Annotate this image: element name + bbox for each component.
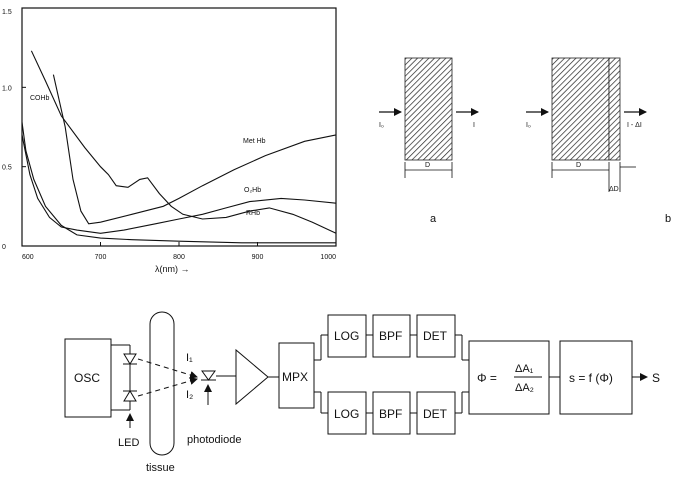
y-tick-label: 1.5 — [2, 9, 12, 16]
slab-increment — [608, 57, 621, 161]
output-label: S — [652, 371, 660, 385]
transmitted-intensity-label: I — [473, 122, 475, 129]
light-path-upper — [137, 358, 198, 379]
function-label: s = f (Φ) — [569, 371, 613, 385]
function-block — [559, 340, 633, 415]
series-line-met-hb — [30, 50, 337, 234]
mpx-label: MPX — [282, 370, 308, 384]
x-tick-label: 1000 — [320, 254, 336, 261]
series-group — [21, 50, 337, 244]
led-upper-icon — [123, 353, 137, 365]
y-tick-label: 0.5 — [2, 165, 12, 172]
y-tick-label: 0 — [2, 244, 6, 251]
x-axis-label: λ(nm) → — [155, 264, 190, 274]
curve-label-cohb: COHb — [30, 95, 50, 102]
thickness-label: D — [425, 162, 430, 169]
tick-labels: 600 700 800 900 1000 0 0.5 1.0 1.5 — [2, 9, 336, 261]
det-block-upper — [416, 314, 456, 358]
curve-label-rhb: RHb — [246, 210, 260, 217]
ratio-block — [468, 340, 550, 415]
x-tick-label: 800 — [173, 254, 185, 261]
ratio-numerator: ΔA₁ — [515, 363, 534, 375]
led-lower-icon — [123, 390, 137, 402]
ratio-denominator: ΔA₂ — [515, 382, 534, 394]
panel-label-a: a — [430, 213, 437, 225]
bpf-block-lower — [372, 391, 411, 435]
panel-label-b: b — [665, 213, 671, 225]
slab-diagram-b: I₀ I - ΔI D ΔD b — [526, 57, 671, 225]
light-path-lower — [137, 377, 198, 397]
photodiode-icon — [201, 370, 216, 381]
thickness-label: D — [576, 162, 581, 169]
bpf-label-lower: BPF — [379, 407, 402, 421]
multiplexer-block — [278, 342, 315, 409]
oximeter-block-diagram — [64, 311, 648, 456]
log-block-upper — [327, 314, 367, 358]
series-line-o2hb — [52, 74, 337, 225]
transmitted-intensity-label: I - ΔI — [627, 122, 642, 129]
i2-label: I₂ — [186, 389, 193, 401]
led-label: LED — [118, 437, 139, 449]
curve-label-o2hb: O₂Hb — [244, 187, 261, 194]
log-block-lower — [327, 391, 367, 435]
ratio-lhs-label: Φ = — [477, 371, 497, 385]
det-label-lower: DET — [423, 407, 448, 421]
amplifier-icon — [235, 348, 269, 406]
tissue-label: tissue — [146, 462, 175, 474]
tissue-sample — [149, 311, 175, 456]
log-label-lower: LOG — [334, 407, 359, 421]
x-tick-label: 900 — [252, 254, 264, 261]
series-line-rhb — [21, 134, 337, 234]
x-tick-label: 600 — [22, 254, 34, 261]
log-label-upper: LOG — [334, 329, 359, 343]
bpf-label-upper: BPF — [379, 329, 402, 343]
i1-label: I₁ — [186, 352, 193, 364]
photodiode-label: photodiode — [187, 434, 241, 446]
block-diagram-labels: OSC LED tissue I₁ I₂ photodiode MPX LOG … — [74, 329, 660, 474]
incident-intensity-label: I₀ — [526, 122, 531, 129]
slab-diagram-a: I₀ I D a — [379, 57, 479, 225]
absorbing-slab — [404, 57, 453, 161]
bpf-block-upper — [372, 314, 411, 358]
series-line-cohb — [21, 122, 336, 244]
osc-label: OSC — [74, 371, 100, 385]
det-label-upper: DET — [423, 329, 448, 343]
oscillator-block — [64, 338, 112, 418]
absorbing-slab — [551, 57, 610, 161]
increment-thickness-label: ΔD — [609, 186, 619, 193]
x-tick-label: 700 — [95, 254, 107, 261]
curve-label-methb: Met Hb — [243, 138, 266, 145]
y-tick-label: 1.0 — [2, 85, 12, 92]
incident-intensity-label: I₀ — [379, 122, 384, 129]
